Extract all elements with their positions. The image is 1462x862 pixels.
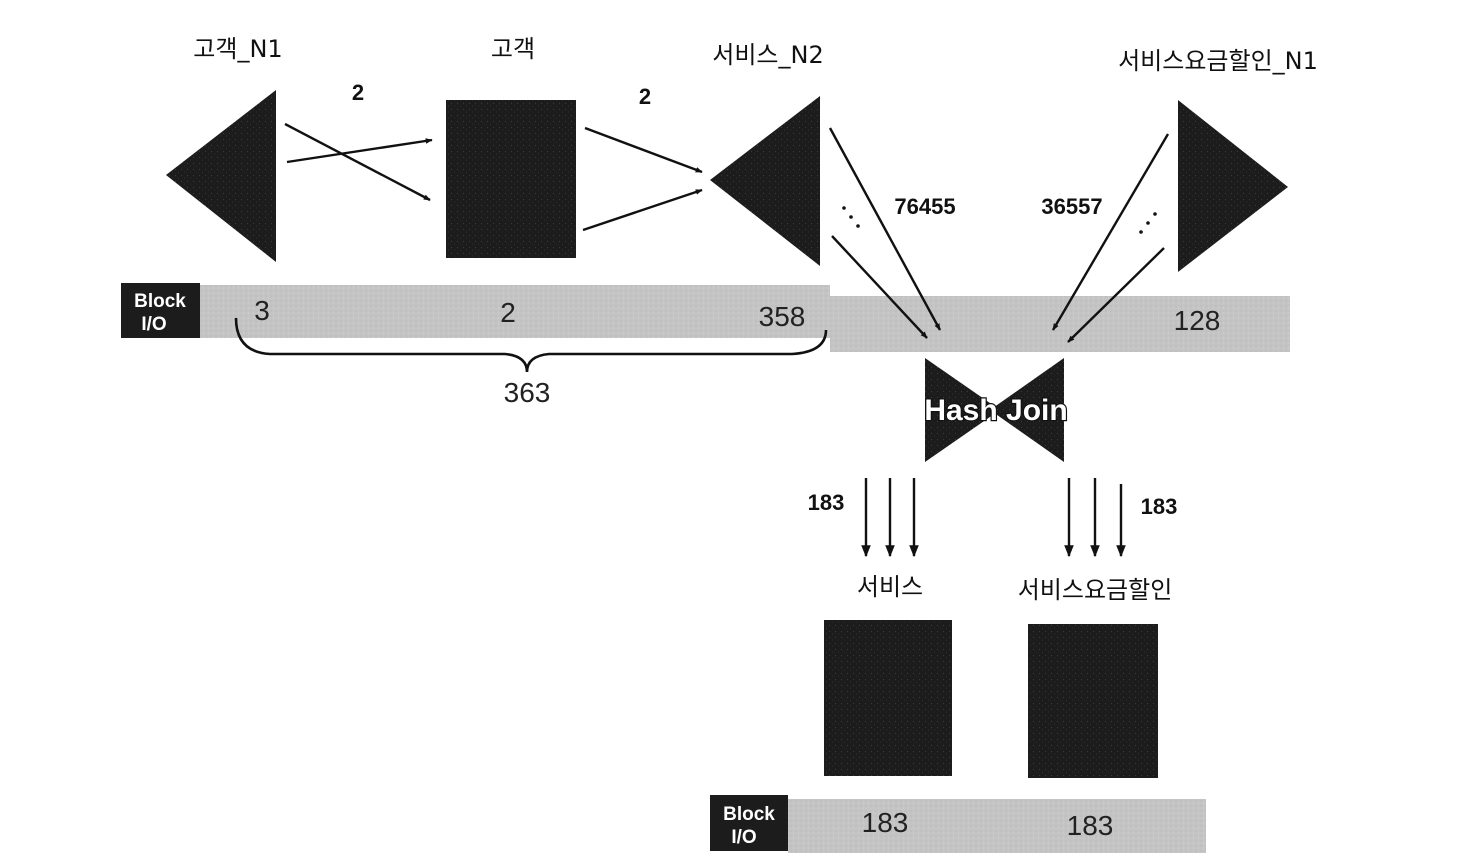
index-service-n2-triangle <box>710 96 820 266</box>
label-customer-n1: 고객_N1 <box>193 35 282 63</box>
count-customer-to-n2: 2 <box>639 84 651 109</box>
arrow-discount-to-join-a <box>1051 133 1170 331</box>
label-service-n2: 서비스_N2 <box>712 41 823 69</box>
label-service-discount-n1: 서비스요금할인_N1 <box>1118 47 1318 75</box>
block-io-tag-top-line1: Block <box>134 291 186 312</box>
io-value-customer: 2 <box>500 297 516 328</box>
ellipsis-discount-to-join <box>1139 212 1157 234</box>
block-io-tag-top <box>121 283 200 338</box>
arrow-discount-to-join-b <box>1067 247 1165 343</box>
arrow-n1-to-customer-a <box>284 122 431 202</box>
arrow-n2-to-join-a <box>828 127 942 331</box>
arrows-join-to-discount <box>1064 478 1126 558</box>
block-io-tag-bottom <box>710 795 788 851</box>
hash-join-right-wedge <box>990 358 1064 462</box>
block-io-tag-bottom-line1: Block <box>723 804 775 825</box>
label-service: 서비스 <box>857 573 923 601</box>
io-value-service-discount: 183 <box>1067 810 1114 841</box>
index-customer-n1-triangle <box>166 90 276 262</box>
table-service-discount-block <box>1028 624 1158 778</box>
block-io-bar-top <box>200 285 1290 352</box>
count-join-to-service: 183 <box>808 490 845 515</box>
hash-join-left-wedge <box>925 358 1000 462</box>
label-customer: 고객 <box>491 35 535 63</box>
io-value-service-discount-n1: 128 <box>1174 305 1221 336</box>
arrow-n2-to-join-b <box>831 235 928 339</box>
table-service-block <box>824 620 952 776</box>
io-value-customer-n1: 3 <box>254 295 270 326</box>
block-io-tag-bottom-line2: I/O <box>731 827 756 848</box>
arrow-n1-to-customer-b <box>286 138 433 164</box>
count-join-to-discount: 183 <box>1141 494 1178 519</box>
index-service-discount-n1-triangle <box>1178 100 1288 272</box>
arrow-customer-to-n2-a <box>584 126 703 174</box>
label-service-discount: 서비스요금할인 <box>1018 576 1173 604</box>
count-discount-to-join: 36557 <box>1041 194 1102 219</box>
ellipsis-n2-to-join <box>842 206 860 228</box>
subtotal-brace <box>234 317 828 373</box>
io-subtotal: 363 <box>504 377 551 408</box>
block-io-bar-bottom <box>788 799 1206 853</box>
block-io-tag-top-line2: I/O <box>141 314 166 335</box>
hash-join-label: Hash Join <box>924 394 1067 427</box>
arrow-customer-to-n2-b <box>582 188 703 232</box>
count-n2-to-join: 76455 <box>894 194 955 219</box>
table-customer-block <box>446 100 576 258</box>
io-value-service-n2: 358 <box>759 301 806 332</box>
arrows-join-to-service <box>861 478 919 558</box>
io-value-service: 183 <box>862 807 909 838</box>
count-n1-to-customer: 2 <box>352 80 364 105</box>
